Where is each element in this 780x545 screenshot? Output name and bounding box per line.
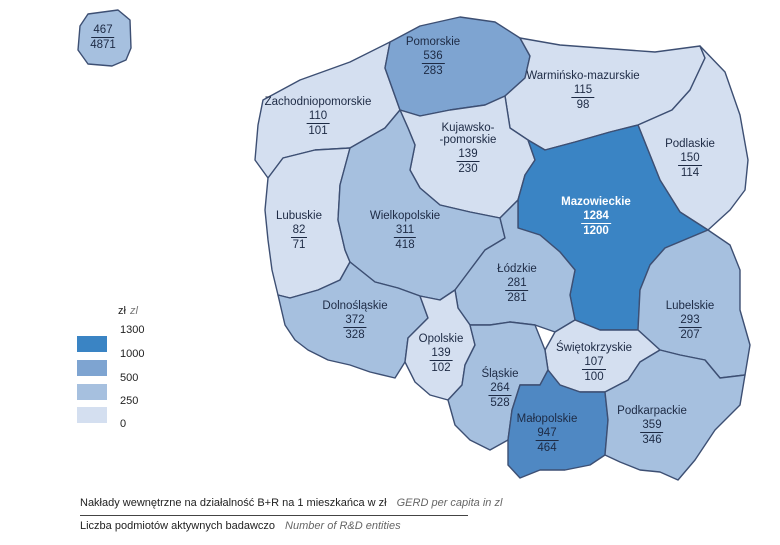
- legend-unit-pl: zł: [118, 305, 126, 317]
- region-name: Lubuskie: [275, 210, 323, 222]
- region-gerd: 139: [429, 347, 453, 362]
- legend-tick: 1300: [120, 324, 145, 336]
- region-gerd: 150: [678, 152, 702, 167]
- region-entities: 100: [584, 371, 604, 384]
- label-dolnoslaskie: Dolnośląskie 372 328: [322, 300, 387, 341]
- region-name: Warmińsko-mazurskie: [526, 70, 640, 82]
- legend-tick: 1000: [120, 348, 145, 360]
- label-malopolskie: Małopolskie 947 464: [517, 413, 578, 454]
- region-gerd: 82: [290, 224, 308, 239]
- legend-tick: 0: [120, 418, 127, 430]
- region-entities: 71: [292, 239, 306, 252]
- region-entities: 207: [680, 329, 700, 342]
- footer-entities-pl: Liczba podmiotów aktywnych badawczo: [80, 520, 276, 532]
- region-entities: 101: [308, 125, 328, 138]
- legend-unit: zł zl: [118, 305, 138, 317]
- inset-entities: 4871: [90, 39, 116, 52]
- region-gerd: 311: [393, 224, 417, 239]
- footer-entities-en: Number of R&D entities: [285, 520, 401, 532]
- label-kujawsko: Kujawsko- -pomorskie 139 230: [440, 122, 497, 175]
- region-gerd: 947: [535, 427, 559, 442]
- region-gerd: 115: [571, 84, 595, 99]
- region-entities: 281: [507, 292, 527, 305]
- region-name: Podlaskie: [665, 138, 715, 150]
- region-entities: 114: [680, 167, 700, 180]
- label-podlaskie: Podlaskie 150 114: [665, 138, 715, 179]
- region-entities: 230: [458, 163, 478, 176]
- region-entities: 1200: [583, 225, 609, 238]
- legend-tick: 500: [120, 372, 139, 384]
- region-gerd: 281: [505, 277, 529, 292]
- region-entities: 464: [537, 442, 557, 455]
- region-name: Dolnośląskie: [322, 300, 388, 312]
- label-opolskie: Opolskie 139 102: [419, 333, 464, 374]
- footer-entities-caption: Liczba podmiotów aktywnych badawczo Numbe…: [80, 520, 401, 532]
- label-lodzkie: Łódzkie 281 281: [497, 263, 537, 304]
- label-warminsko: Warmińsko-mazurskie 115 98: [526, 70, 639, 111]
- inset-gerd: 467: [91, 24, 115, 39]
- region-gerd: 110: [306, 110, 330, 125]
- region-name: Lubelskie: [665, 300, 715, 312]
- label-zachodniopomorskie: Zachodniopomorskie 110 101: [265, 96, 372, 137]
- region-entities: 418: [395, 239, 415, 252]
- region-name: Podkarpackie: [617, 405, 687, 417]
- region-name: Opolskie: [418, 333, 464, 345]
- legend-swatch: [77, 384, 107, 400]
- region-gerd: 536: [421, 50, 445, 65]
- region-gerd: 264: [488, 382, 512, 397]
- region-name: Zachodniopomorskie: [264, 96, 372, 108]
- region-name: Mazowieckie: [561, 196, 631, 208]
- inset-label: 467 4871: [90, 24, 116, 51]
- region-name: Pomorskie: [405, 36, 461, 48]
- region-entities: 328: [345, 329, 365, 342]
- label-swietokrzyskie: Świętokrzyskie 107 100: [556, 342, 632, 383]
- region-entities: 102: [431, 362, 451, 375]
- footer-gerd-pl: Nakłady wewnętrzne na działalność B+R na…: [80, 497, 387, 509]
- legend-swatch: [77, 336, 107, 352]
- region-entities: 346: [642, 434, 662, 447]
- label-mazowieckie: Mazowieckie 1284 1200: [561, 196, 631, 237]
- region-name: Małopolskie: [516, 413, 578, 425]
- region-gerd: 139: [456, 148, 480, 163]
- region-name: Kujawsko- -pomorskie: [439, 122, 497, 147]
- label-lubelskie: Lubelskie 293 207: [666, 300, 715, 341]
- region-gerd: 372: [343, 314, 367, 329]
- legend-tick: 250: [120, 395, 139, 407]
- region-gerd: 293: [678, 314, 702, 329]
- region-name: Łódzkie: [497, 263, 537, 275]
- region-gerd: 1284: [581, 210, 611, 225]
- region-podkarpackie: [604, 349, 746, 481]
- label-lubuskie: Lubuskie 82 71: [276, 210, 322, 251]
- label-podkarpackie: Podkarpackie 359 346: [617, 405, 687, 446]
- region-entities: 528: [490, 397, 510, 410]
- legend-unit-en: zl: [129, 305, 138, 317]
- region-entities: 98: [576, 99, 590, 112]
- label-wielkopolskie: Wielkopolskie 311 418: [370, 210, 440, 251]
- footer-gerd-en: GERD per capita in zl: [396, 497, 503, 509]
- legend-swatch: [77, 407, 107, 423]
- region-name: Świętokrzyskie: [555, 342, 633, 354]
- label-pomorskie: Pomorskie 536 283: [406, 36, 460, 77]
- region-gerd: 107: [582, 356, 606, 371]
- region-gerd: 359: [640, 419, 664, 434]
- legend-swatch: [77, 360, 107, 376]
- region-name: Śląskie: [481, 368, 519, 380]
- region-entities: 283: [423, 65, 443, 78]
- region-name: Wielkopolskie: [369, 210, 441, 222]
- label-slaskie: Śląskie 264 528: [481, 368, 518, 409]
- footer-divider: [80, 515, 468, 516]
- footer-gerd-caption: Nakłady wewnętrzne na działalność B+R na…: [80, 497, 502, 509]
- region-malopolskie: [507, 369, 609, 479]
